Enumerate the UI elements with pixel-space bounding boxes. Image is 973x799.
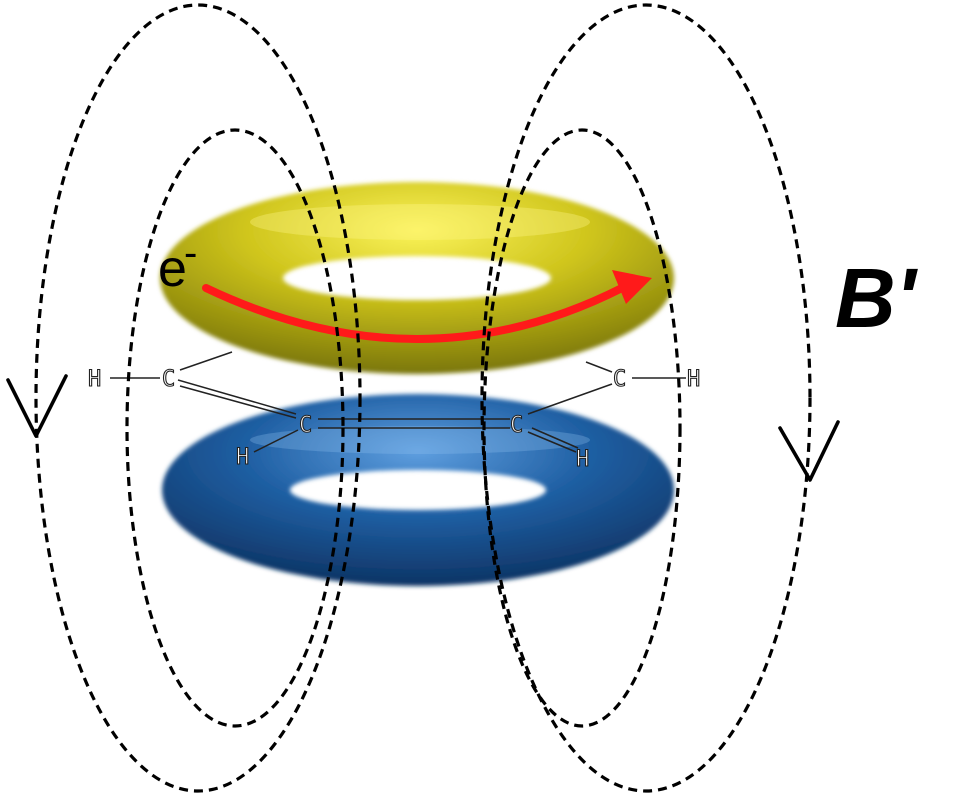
molecule-bonds bbox=[110, 351, 686, 453]
field-loop-left-outer bbox=[34, 3, 362, 793]
field-direction-arrows bbox=[6, 374, 840, 482]
upper-ring-torus bbox=[160, 182, 674, 374]
molecule-atoms: H C C H C H C H bbox=[87, 366, 700, 472]
atom-c-mid-left: C bbox=[299, 413, 312, 438]
atom-c-mid-right: C bbox=[510, 413, 523, 438]
atom-h-lower-left: H bbox=[236, 445, 249, 470]
atom-h-right: H bbox=[687, 367, 700, 392]
field-loop-right-inner bbox=[482, 128, 682, 728]
field-arrow-right bbox=[778, 420, 840, 482]
atom-c-right: C bbox=[613, 367, 626, 392]
field-label: B' bbox=[835, 251, 919, 345]
lower-ring-torus bbox=[162, 394, 674, 586]
induced-field-lines bbox=[34, 3, 812, 793]
ring-current-arrow bbox=[202, 270, 652, 343]
atom-h-left: H bbox=[88, 367, 101, 392]
electron-symbol: e bbox=[158, 240, 187, 298]
atom-c-left: C bbox=[162, 367, 175, 392]
electron-charge: - bbox=[184, 231, 197, 275]
field-loop-left-inner bbox=[125, 128, 345, 728]
electron-label: e - bbox=[158, 231, 197, 298]
field-arrow-left bbox=[6, 374, 68, 438]
field-loop-right-outer bbox=[480, 3, 812, 793]
atom-h-lower-right: H bbox=[576, 447, 589, 472]
